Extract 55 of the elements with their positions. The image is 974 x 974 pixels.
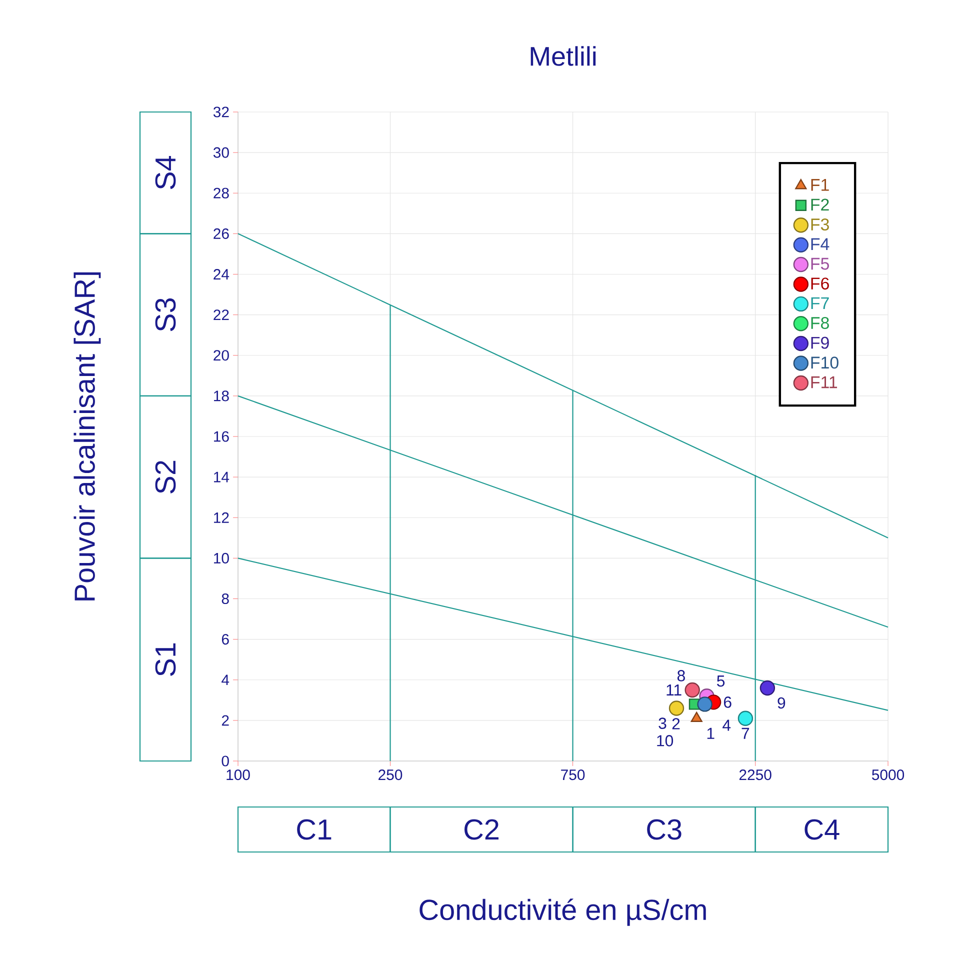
x-tick-label: 5000 [872, 770, 904, 780]
text: S3 [155, 298, 176, 332]
annotation: 1 [707, 728, 714, 739]
text: S1 [155, 643, 176, 676]
x-axis-title: Conductivité en µS/cm [420, 898, 706, 926]
x-tick-label: 750 [561, 770, 585, 780]
annotation: 6 [724, 696, 732, 708]
legend-label: F7 [811, 297, 829, 310]
annotation: 4 [722, 720, 731, 731]
y-tick-label: 6 [222, 634, 229, 645]
x-tick-label: 2250 [739, 770, 772, 780]
text: S4 [155, 156, 176, 190]
legend-label: F11 [811, 376, 838, 388]
y-tick-label: 8 [222, 593, 229, 604]
annotation: 8 [677, 670, 685, 682]
y-tick-label: 18 [214, 390, 229, 402]
y-tick-label: 22 [214, 310, 229, 320]
y-tick-label: 2 [222, 715, 229, 726]
legend-label: F10 [811, 356, 838, 369]
legend-label: F9 [811, 336, 829, 349]
y-tick-label: 24 [214, 269, 230, 280]
y-tick-label: 16 [214, 431, 229, 442]
x-tick-label: 100 [226, 770, 250, 780]
annotation: 2 [672, 718, 680, 730]
legend-label: F6 [811, 278, 829, 290]
annotation: 9 [778, 697, 786, 709]
text: C3 [647, 819, 682, 840]
annotation: 5 [717, 676, 725, 687]
y-tick-label: 14 [214, 472, 230, 482]
legend-label: F2 [811, 198, 829, 211]
legend-label: F4 [811, 238, 830, 250]
y-tick-label: 20 [214, 350, 229, 361]
y-tick-label: 4 [222, 674, 230, 686]
y-tick-label: 0 [222, 756, 229, 766]
y-tick-label: 28 [214, 188, 229, 198]
chart-title: Metlili [530, 46, 596, 66]
y-axis-title: Pouvoir alcalinisant [SAR] [74, 272, 101, 600]
text: C4 [804, 819, 840, 840]
annotation: 7 [742, 728, 750, 739]
annotation: 3 [658, 718, 666, 729]
text: C2 [464, 819, 499, 840]
y-tick-label: 26 [214, 228, 229, 239]
legend-label: F1 [811, 179, 829, 191]
y-tick-label: 12 [214, 512, 229, 523]
y-tick-label: 30 [213, 147, 229, 158]
x-tick-label: 250 [378, 770, 402, 780]
annotation: 10 [657, 735, 674, 746]
text: S2 [155, 460, 176, 494]
y-tick-label: 10 [214, 552, 229, 564]
legend-label: F5 [811, 258, 829, 270]
legend-label: F8 [811, 317, 829, 329]
annotation: 11 [666, 684, 682, 696]
text: C1 [297, 819, 332, 840]
legend-label: F3 [811, 218, 829, 230]
y-tick-label: 32 [213, 106, 229, 118]
